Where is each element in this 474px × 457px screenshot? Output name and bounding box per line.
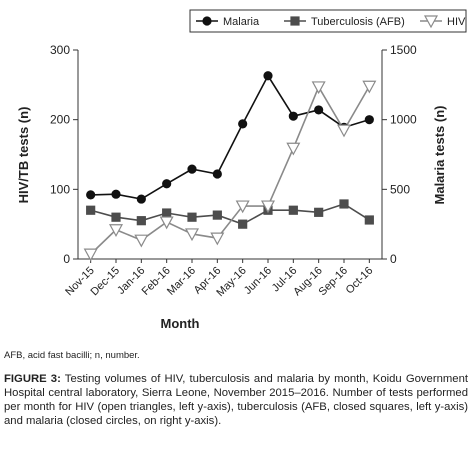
data-point <box>235 200 250 214</box>
legend-marker <box>290 16 300 26</box>
data-point <box>111 212 121 222</box>
legend-box <box>189 9 467 33</box>
legend-label: HIV <box>447 16 466 28</box>
data-point <box>212 169 222 179</box>
data-point <box>288 205 298 215</box>
data-point <box>314 105 324 115</box>
data-point <box>238 219 248 229</box>
data-point <box>314 207 324 217</box>
data-point <box>210 232 225 246</box>
x-tick-label: Mar-16 <box>165 265 198 298</box>
x-tick-label: Sep-16 <box>317 265 351 299</box>
data-point <box>187 212 197 222</box>
data-point <box>339 199 349 209</box>
y2-tick-label: 1000 <box>390 113 417 127</box>
y2-tick-label: 0 <box>390 252 397 266</box>
caption-text: Testing volumes of HIV, tuberculosis and… <box>4 373 468 427</box>
x-tick-label: Oct-16 <box>344 265 376 297</box>
data-point <box>159 216 174 230</box>
caption-label: FIGURE 3: <box>4 373 61 385</box>
y-axis-title: HIV/TB tests (n) <box>16 107 31 204</box>
footnote: AFB, acid fast bacilli; n, number. <box>4 350 140 361</box>
data-point <box>336 124 352 138</box>
chart: Month HIV/TB tests (n) Malaria tests (n)… <box>16 9 467 331</box>
data-point <box>184 228 200 242</box>
y-tick-label: 200 <box>50 113 70 127</box>
caption: FIGURE 3: Testing volumes of HIV, tuberc… <box>4 372 468 428</box>
data-point <box>83 248 98 262</box>
legend-label: Tuberculosis (AFB) <box>311 16 405 28</box>
data-point <box>311 81 326 95</box>
data-point <box>111 189 121 199</box>
data-point <box>136 194 146 204</box>
y2-axis-title: Malaria tests (n) <box>432 106 447 205</box>
series-line <box>90 74 370 200</box>
data-point <box>288 111 298 121</box>
y2-tick-label: 1500 <box>390 43 417 57</box>
data-point <box>364 215 374 225</box>
data-point <box>86 190 96 200</box>
y-tick-label: 0 <box>63 252 70 266</box>
x-tick-label: Dec-15 <box>89 265 123 299</box>
x-axis-title: Month <box>161 316 200 331</box>
series-line <box>90 85 371 255</box>
data-point <box>134 234 149 248</box>
data-point <box>162 208 172 218</box>
legend-marker <box>202 16 212 26</box>
data-point <box>108 224 124 237</box>
data-point <box>260 200 276 214</box>
data-point <box>187 164 197 174</box>
data-point <box>364 115 374 125</box>
data-point <box>286 142 301 156</box>
data-point <box>86 205 96 215</box>
y-tick-label: 100 <box>50 182 70 196</box>
legend-label: Malaria <box>223 16 260 28</box>
data-point <box>212 210 222 220</box>
y-tick-label: 300 <box>50 43 70 57</box>
x-tick-label: Jun-16 <box>242 265 274 297</box>
data-point <box>136 216 146 226</box>
legend-marker <box>423 15 439 29</box>
data-point <box>162 179 172 189</box>
y2-tick-label: 500 <box>390 182 410 196</box>
data-point <box>362 80 377 94</box>
data-point <box>263 71 273 81</box>
data-point <box>238 119 248 129</box>
